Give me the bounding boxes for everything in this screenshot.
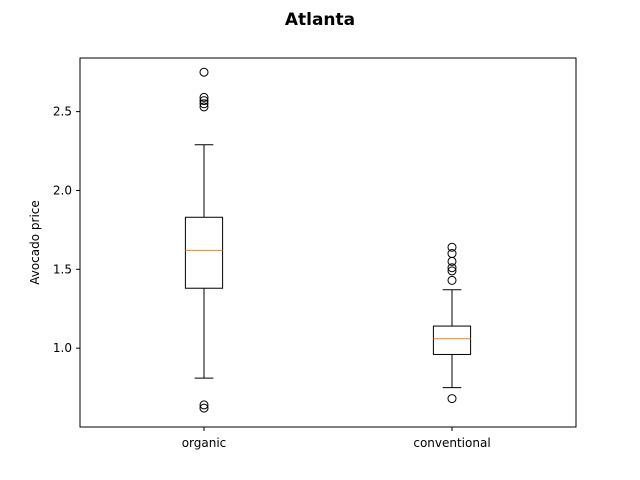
- outlier-point: [199, 102, 209, 112]
- y-tick-label: 2.5: [53, 105, 72, 119]
- y-axis: 1.0 1.5 2.0 2.5: [53, 105, 80, 355]
- x-tick-label: conventional: [413, 436, 490, 450]
- iqr-box: [432, 325, 472, 355]
- outlier-point: [199, 403, 209, 413]
- y-tick-label: 1.5: [53, 262, 72, 276]
- outlier-point: [199, 67, 209, 77]
- outlier-point: [447, 263, 457, 273]
- box-series: [184, 67, 472, 413]
- y-tick-label: 2.0: [53, 183, 72, 197]
- outlier-point: [447, 249, 457, 259]
- box-conventional: [432, 242, 472, 404]
- outlier-point: [447, 242, 457, 252]
- outlier-point: [199, 400, 209, 410]
- y-axis-label: Avocado price: [28, 200, 42, 285]
- chart-title: Atlanta: [285, 10, 355, 30]
- outlier-point: [447, 275, 457, 285]
- x-axis: organic conventional: [182, 427, 491, 450]
- outlier-point: [447, 394, 457, 404]
- plot-frame: [79, 57, 577, 428]
- x-tick-label: organic: [182, 436, 227, 450]
- outlier-point: [199, 96, 209, 106]
- box-organic: [184, 67, 224, 413]
- outlier-point: [199, 99, 209, 109]
- y-tick-label: 1.0: [53, 341, 72, 355]
- outlier-point: [199, 92, 209, 102]
- iqr-box: [184, 216, 224, 289]
- outlier-point: [447, 266, 457, 276]
